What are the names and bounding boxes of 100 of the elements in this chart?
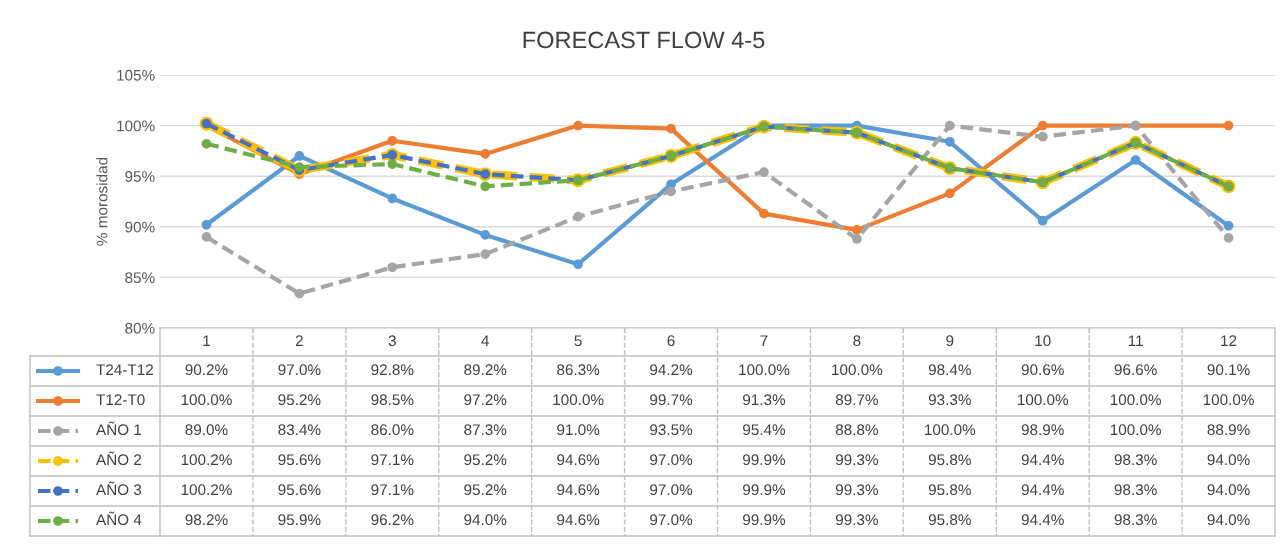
- point: [294, 288, 305, 299]
- point: [387, 135, 398, 146]
- data-label: 89.2%: [464, 364, 507, 376]
- x-tick-label: 8: [853, 335, 861, 347]
- legend-label: AÑO 1: [96, 421, 142, 436]
- data-label: 100.0%: [1017, 394, 1069, 406]
- x-tick-label: 10: [1035, 335, 1051, 347]
- point: [480, 181, 491, 192]
- data-label: 92.8%: [371, 364, 414, 376]
- data-label: 89.0%: [185, 424, 228, 436]
- data-label: 83.4%: [278, 424, 321, 436]
- data-label: 93.3%: [928, 394, 971, 406]
- legend-label: AÑO 4: [96, 511, 142, 526]
- data-label: 86.0%: [371, 424, 414, 436]
- legend-label: T12-T0: [96, 394, 145, 406]
- data-label: 100.0%: [925, 424, 976, 436]
- data-label: 88.9%: [1207, 424, 1250, 436]
- point: [666, 123, 676, 134]
- data-label: 99.9%: [743, 454, 786, 466]
- point: [852, 234, 862, 244]
- data-label: 99.9%: [743, 514, 786, 526]
- point: [944, 188, 955, 199]
- data-label: 98.5%: [371, 394, 414, 406]
- data-label: 99.9%: [743, 484, 786, 496]
- x-tick-label: 3: [388, 335, 396, 347]
- data-label: 95.6%: [278, 484, 321, 496]
- data-label: 97.1%: [371, 454, 414, 466]
- data-label: 95.4%: [743, 424, 786, 436]
- legend-label: AÑO 3: [96, 481, 142, 496]
- data-label: 94.0%: [464, 514, 507, 526]
- y-tick-label: 100%: [117, 120, 155, 132]
- data-label: 95.2%: [464, 454, 507, 466]
- data-label: 98.3%: [1114, 514, 1157, 526]
- point: [759, 208, 769, 219]
- data-label: 97.0%: [650, 514, 693, 526]
- data-label: 97.0%: [650, 454, 693, 466]
- data-label: 94.0%: [1207, 484, 1250, 496]
- data-label: 99.3%: [835, 484, 878, 496]
- data-label: 94.0%: [1207, 514, 1250, 526]
- legend-label: AÑO 2: [96, 451, 142, 466]
- data-label: 100.2%: [181, 484, 232, 496]
- point: [1223, 220, 1234, 231]
- point: [1223, 120, 1234, 131]
- data-label: 86.3%: [557, 364, 600, 376]
- data-label: 90.2%: [185, 364, 228, 376]
- x-tick-label: 9: [946, 335, 954, 347]
- x-tick-label: 6: [667, 335, 675, 347]
- data-label: 95.8%: [928, 454, 971, 466]
- chart-title: FORECAST FLOW 4-5: [523, 31, 765, 49]
- y-tick-label: 95%: [125, 171, 155, 182]
- data-label: 97.0%: [650, 484, 693, 496]
- x-tick-label: 2: [295, 335, 303, 346]
- data-label: 94.4%: [1021, 454, 1064, 466]
- data-label: 99.7%: [650, 394, 693, 406]
- data-label: 93.5%: [650, 424, 693, 436]
- data-label: 88.8%: [835, 424, 878, 436]
- data-label: 94.6%: [557, 514, 600, 526]
- data-label: 98.3%: [1114, 454, 1157, 466]
- data-label: 94.4%: [1021, 484, 1064, 496]
- point: [201, 219, 212, 230]
- y-tick-label: 105%: [117, 69, 155, 81]
- data-label: 99.3%: [835, 454, 878, 466]
- point: [387, 193, 398, 204]
- x-tick-label: 7: [760, 335, 768, 346]
- y-tick-label: 85%: [125, 272, 155, 284]
- data-label: 100.0%: [832, 364, 883, 376]
- data-label: 94.6%: [557, 484, 600, 496]
- data-label: 94.4%: [1021, 514, 1064, 526]
- data-label: 96.2%: [371, 514, 414, 526]
- data-label: 95.6%: [278, 454, 321, 466]
- point: [387, 159, 398, 169]
- x-tick-label: 4: [481, 335, 490, 346]
- data-label: 91.0%: [557, 424, 600, 436]
- point: [1037, 131, 1048, 142]
- data-label: 98.9%: [1021, 424, 1064, 436]
- data-label: 95.2%: [464, 484, 507, 496]
- data-label: 95.8%: [928, 514, 971, 526]
- point: [387, 262, 398, 273]
- data-label: 94.6%: [557, 454, 600, 466]
- point: [480, 149, 491, 159]
- point: [480, 230, 491, 240]
- data-label: 97.0%: [278, 364, 321, 376]
- point: [201, 232, 212, 242]
- data-label: 91.3%: [743, 394, 786, 406]
- point: [852, 224, 862, 235]
- point: [666, 186, 676, 197]
- data-label: 100.0%: [1110, 424, 1161, 436]
- point: [1130, 155, 1141, 165]
- data-label: 99.3%: [835, 514, 878, 526]
- point: [573, 211, 583, 222]
- x-tick-label: 12: [1221, 335, 1237, 346]
- point: [1223, 233, 1234, 243]
- data-label: 100.0%: [181, 394, 232, 406]
- data-label: 96.6%: [1114, 364, 1157, 376]
- data-label: 90.6%: [1021, 364, 1064, 376]
- data-label: 98.3%: [1114, 484, 1157, 496]
- data-label: 89.7%: [835, 394, 878, 406]
- data-label: 100.0%: [553, 394, 604, 406]
- data-label: 95.9%: [278, 514, 321, 526]
- data-label: 98.2%: [185, 514, 228, 526]
